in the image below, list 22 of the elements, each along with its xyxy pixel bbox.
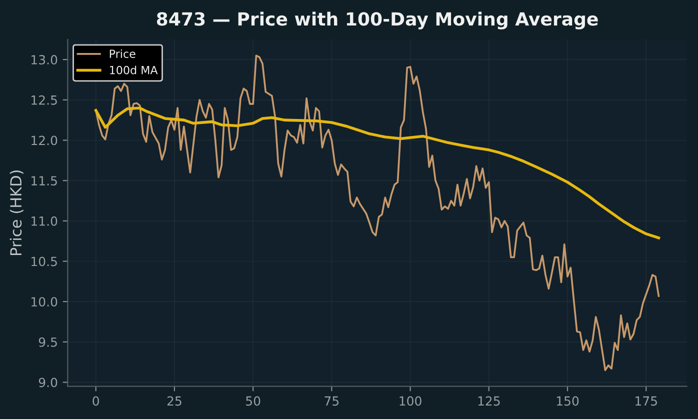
legend-label: 100d MA bbox=[110, 66, 158, 74]
line-series bbox=[94, 106, 660, 240]
x-tick-label: 50 bbox=[246, 396, 260, 406]
x-tick-label: 0 bbox=[92, 396, 99, 406]
y-tick-label: 12.5 bbox=[32, 95, 57, 105]
x-tick-label: 25 bbox=[167, 396, 182, 406]
legend-label: Price bbox=[110, 49, 136, 58]
y-tick-label: 9.5 bbox=[38, 337, 57, 347]
chart-title: 8473 — Price with 100-Day Moving Average bbox=[156, 12, 598, 30]
x-tick-label: 150 bbox=[556, 396, 579, 406]
y-tick-label: 10.5 bbox=[32, 256, 57, 266]
y-tick-label: 10.0 bbox=[32, 297, 58, 307]
x-tick-label: 75 bbox=[324, 396, 339, 406]
x-tick-label: 175 bbox=[636, 396, 657, 406]
x-tick-label: 125 bbox=[478, 396, 500, 406]
y-tick-label: 12.0 bbox=[32, 136, 58, 146]
y-tick-label: 11.5 bbox=[32, 176, 57, 186]
y-tick-label: 13.0 bbox=[32, 55, 58, 64]
y-axis-title: Price (HKD) bbox=[10, 170, 24, 256]
y-tick-label: 11.0 bbox=[32, 216, 58, 226]
y-tick-label: 9.0 bbox=[38, 378, 58, 388]
x-tick-label: 100 bbox=[400, 396, 422, 406]
